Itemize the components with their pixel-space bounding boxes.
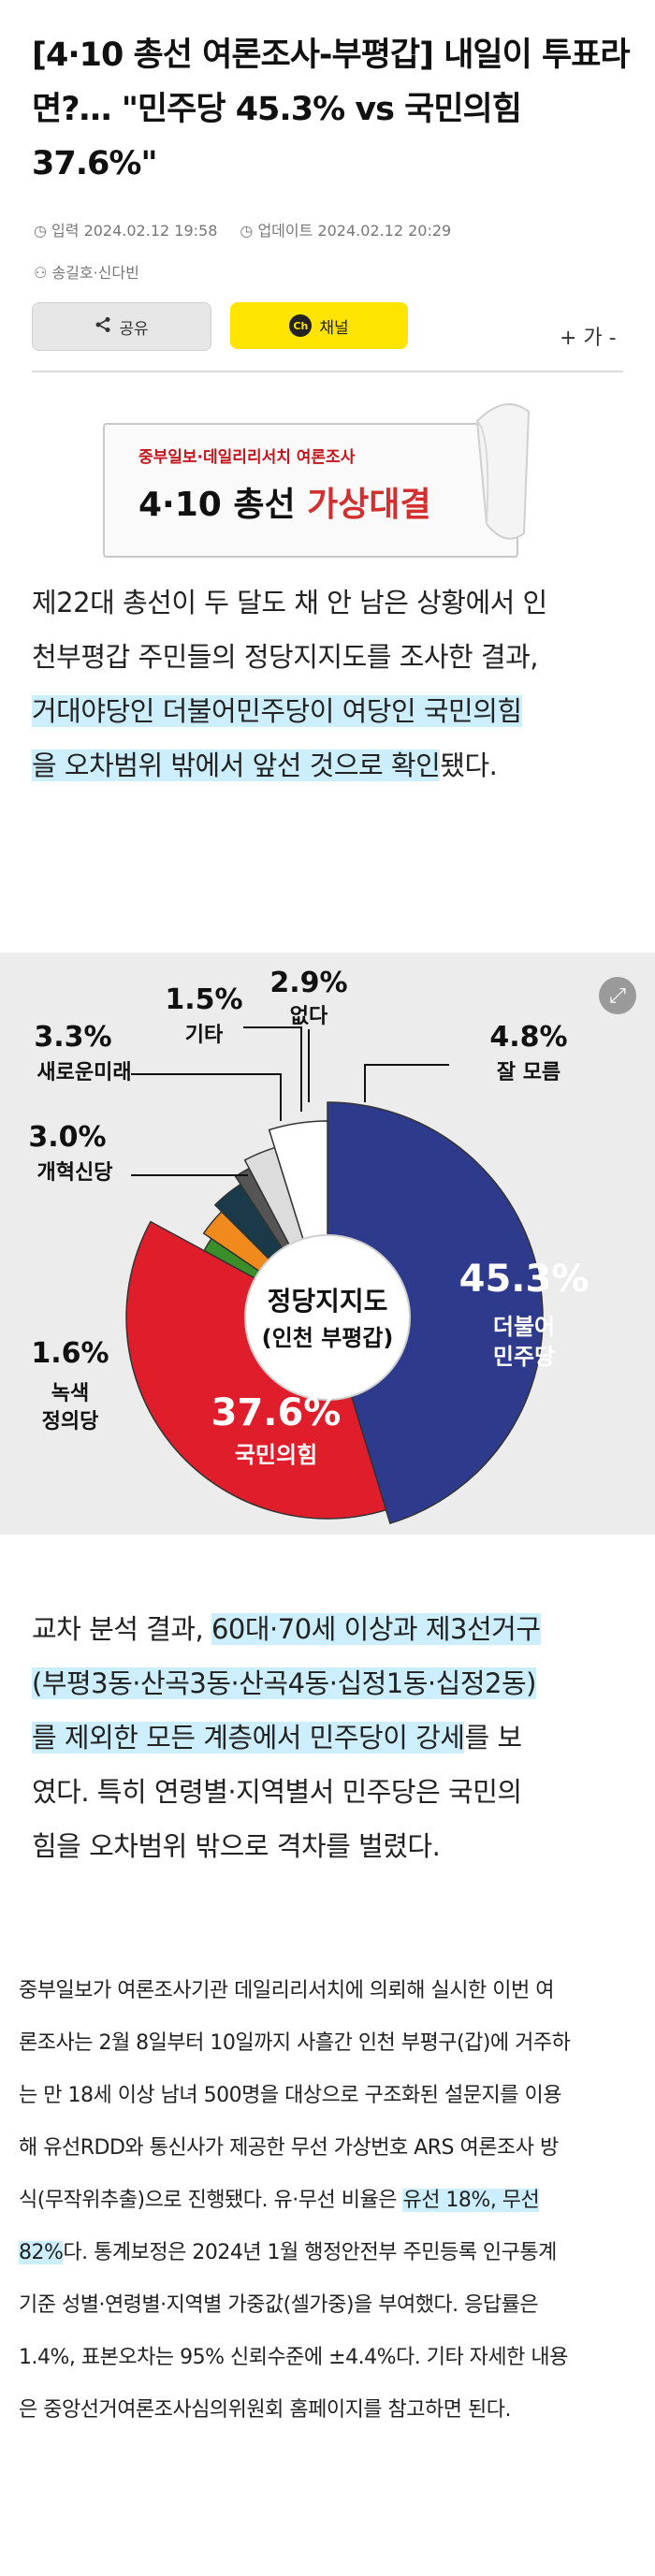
pie-slice xyxy=(125,1220,387,1520)
banner-subtitle: 중부일보·데일리리서치 여론조사 xyxy=(138,448,356,467)
data-label: 1.5% xyxy=(165,983,242,1016)
banner-title: 4·10 총선 가상대결 xyxy=(138,486,431,524)
divider xyxy=(32,371,623,372)
leader-line xyxy=(243,1026,302,1112)
article-title: [4·10 총선 여론조사-부평갑] 내일이 투표라면?… "민주당 45.3%… xyxy=(32,36,631,182)
published-date: ◷ 입력 2024.02.12 19:58 xyxy=(34,222,218,240)
legend-label: 녹색 xyxy=(51,1382,89,1405)
data-label: 2.9% xyxy=(269,967,347,999)
legend-label: 기타 xyxy=(185,1024,224,1047)
share-button[interactable]: 공유 xyxy=(32,302,211,351)
data-label: 3.3% xyxy=(34,1021,111,1054)
updated-date: ◷ 업데이트 2024.02.12 20:29 xyxy=(240,222,452,240)
channel-button[interactable]: Ch 채널 xyxy=(230,302,408,349)
channel-icon: Ch xyxy=(289,314,313,337)
legend-label: 더불어 xyxy=(493,1314,555,1340)
paragraph-3: 중부일보가 여론조사기관 데일리리서치에 의뢰해 실시한 이번 여 론조사는 2… xyxy=(19,1979,571,2422)
data-label: 45.3% xyxy=(459,1258,590,1301)
data-label: 4.8% xyxy=(489,1021,567,1054)
article-meta: ◷ 입력 2024.02.12 19:58 ◷ 업데이트 2024.02.12 … xyxy=(34,218,451,240)
leader-line xyxy=(131,1073,282,1121)
share-icon xyxy=(95,316,111,338)
leader-line xyxy=(364,1064,449,1102)
data-label: 3.0% xyxy=(28,1121,106,1154)
expand-icon[interactable]: ⤢ xyxy=(599,977,636,1014)
paragraph-2: 교차 분석 결과, 60대·70세 이상과 제3선거구 (부평3동·산곡3동·산… xyxy=(32,1613,541,1862)
data-label: 37.6% xyxy=(211,1391,342,1434)
pie-center xyxy=(244,1234,411,1401)
person-icon: ⚇ xyxy=(34,264,48,282)
chart-subtitle: (인천 부평갑) xyxy=(262,1325,394,1351)
legend-label: 정의당 xyxy=(42,1410,99,1434)
banner-image xyxy=(103,423,518,558)
legend-label: 민주당 xyxy=(493,1344,555,1370)
paper-curl-decoration xyxy=(475,403,531,540)
legend-label: 없다 xyxy=(290,1005,328,1028)
legend-label: 잘 모름 xyxy=(497,1061,560,1084)
legend-label: 새로운미래 xyxy=(36,1061,131,1084)
pie-chart: 정당지지도 (인천 부평갑) 45.3% 더불어민주당 37.6% 국민의힘 1.6% 녹색정… xyxy=(28,967,590,1524)
font-size-control[interactable]: + 가 - xyxy=(560,327,617,350)
chart-title: 정당지지도 xyxy=(268,1286,388,1317)
data-label: 1.6% xyxy=(31,1337,109,1370)
paragraph-1: 제22대 총선이 두 달도 채 안 남은 상황에서 인 천부평갑 주민들의 정당… xyxy=(32,587,547,781)
author: ⚇ 송길호·신다빈 xyxy=(34,264,139,282)
legend-label: 개혁신당 xyxy=(37,1160,113,1185)
pie-slice xyxy=(327,1101,544,1524)
legend-label: 국민의힘 xyxy=(235,1442,317,1468)
